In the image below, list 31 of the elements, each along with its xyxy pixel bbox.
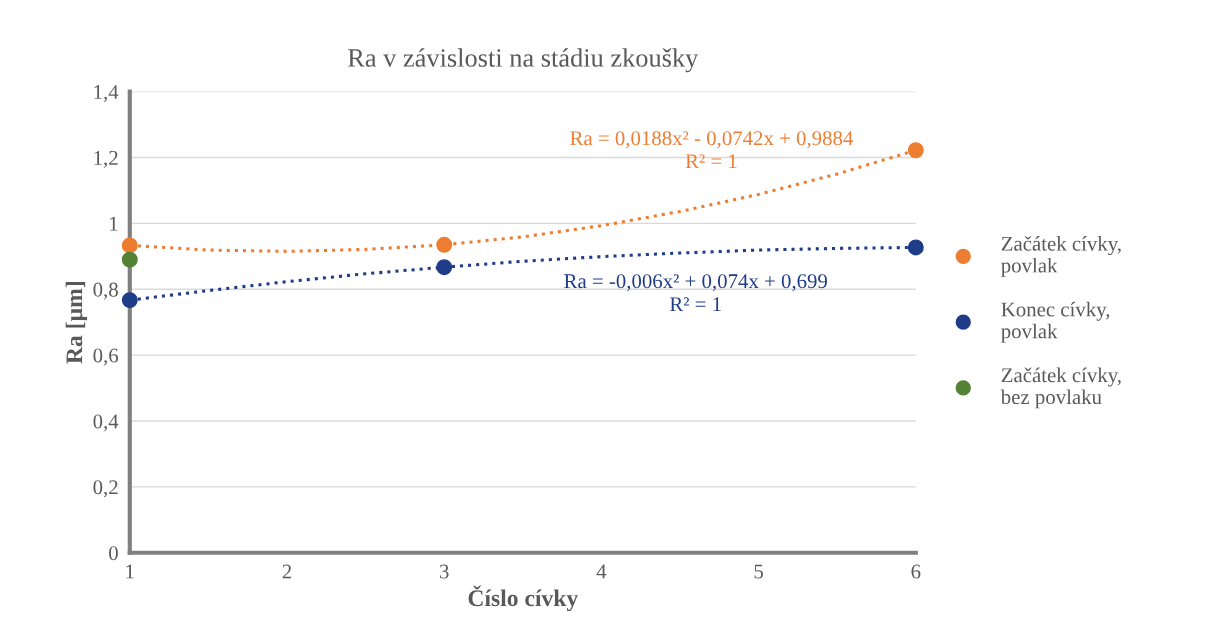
x-axis-title: Číslo cívky: [468, 585, 578, 612]
point: [121, 251, 138, 268]
legend-label: Začátek cívky, bez povlaku: [1000, 367, 1121, 409]
x-tick-label: 3: [439, 564, 449, 579]
y-tick-label: 0,2: [93, 480, 118, 498]
point: [121, 292, 138, 309]
x-tick-label: 5: [754, 564, 763, 579]
y-tick-label: 1: [110, 216, 118, 231]
x-tick-label: 2: [282, 564, 292, 579]
y-tick-label: 0: [109, 546, 118, 561]
annotation: R² = 1: [685, 154, 737, 169]
point: [436, 236, 453, 253]
y-tick-label: 0,4: [93, 414, 119, 432]
annotation: Ra = -0,006x² + 0,074x + 0,699: [564, 274, 828, 292]
y-tick-label: 0,8: [93, 282, 118, 300]
y-axis-title: Ra [µm]: [65, 282, 88, 364]
y-tick-label: 1,4: [94, 85, 119, 103]
point: [436, 259, 453, 276]
x-tick-label: 6: [911, 564, 921, 579]
chart-title: Ra v závislosti na stádiu zkoušky: [348, 48, 699, 73]
point: [121, 237, 138, 254]
x-tick-label: 1: [126, 564, 134, 579]
point: [907, 142, 924, 159]
x-tick-label: 4: [596, 564, 607, 579]
legend-label: Začátek cívky, povlak: [1001, 236, 1121, 277]
annotation: R² = 1: [669, 297, 721, 312]
point: [907, 239, 924, 256]
annotation: Ra = 0,0188x² - 0,0742x + 0,9884: [570, 131, 854, 149]
y-tick-label: 0,6: [93, 348, 119, 366]
y-tick-label: 1,2: [94, 150, 118, 168]
legend-label: Konec cívky, povlak: [1001, 301, 1110, 343]
